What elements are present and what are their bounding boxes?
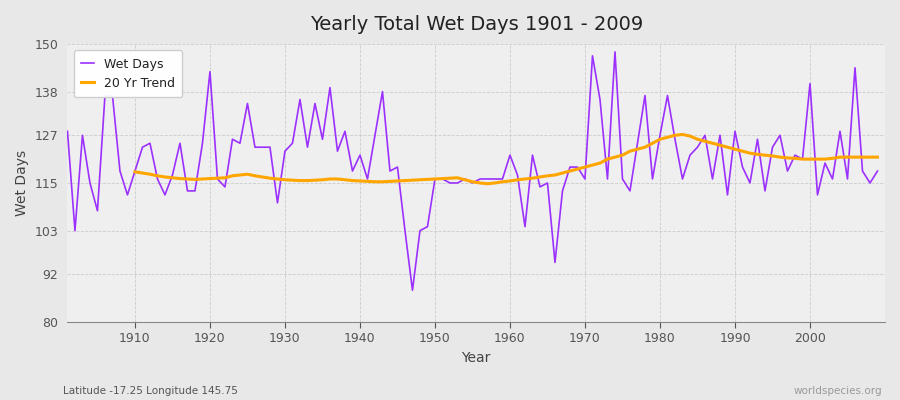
Wet Days (505, 153, 516, 158)
20 Yr Trend (827, 156, 838, 161)
X-axis label: Year: Year (462, 351, 490, 365)
20 Yr Trend (677, 132, 688, 137)
Wet Days (602, 176, 613, 181)
Legend: Wet Days, 20 Yr Trend: Wet Days, 20 Yr Trend (74, 50, 182, 97)
Line: Wet Days: Wet Days (68, 52, 878, 290)
Wet Days (287, 141, 298, 146)
20 Yr Trend (302, 178, 313, 183)
20 Yr Trend (519, 176, 530, 181)
20 Yr Trend (872, 155, 883, 160)
Title: Yearly Total Wet Days 1901 - 2009: Yearly Total Wet Days 1901 - 2009 (310, 15, 643, 34)
Wet Days (332, 149, 343, 154)
Wet Days (407, 288, 418, 293)
Wet Days (609, 50, 620, 54)
Y-axis label: Wet Days: Wet Days (15, 150, 29, 216)
20 Yr Trend (130, 170, 140, 174)
20 Yr Trend (272, 176, 283, 181)
20 Yr Trend (850, 155, 860, 160)
Text: Latitude -17.25 Longitude 145.75: Latitude -17.25 Longitude 145.75 (63, 386, 238, 396)
20 Yr Trend (482, 181, 493, 186)
Wet Days (122, 192, 133, 197)
Wet Days (872, 169, 883, 174)
Wet Days (62, 129, 73, 134)
20 Yr Trend (580, 165, 590, 170)
Text: worldspecies.org: worldspecies.org (794, 386, 882, 396)
Line: 20 Yr Trend: 20 Yr Trend (135, 134, 878, 184)
Wet Days (512, 173, 523, 178)
